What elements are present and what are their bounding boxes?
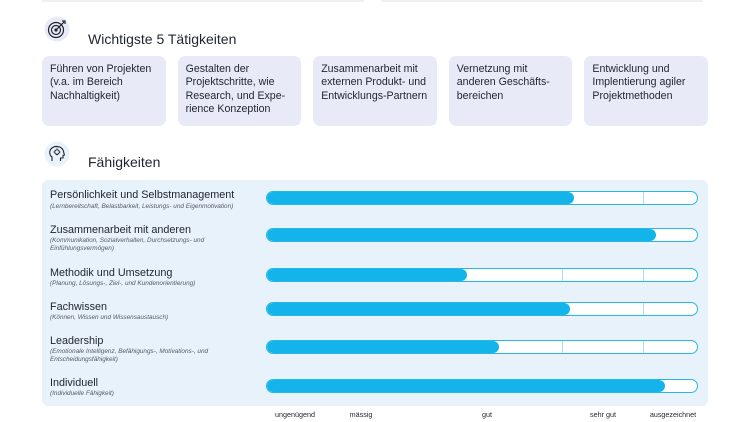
skill-name: Leadership	[50, 335, 104, 347]
skill-rating-fill	[267, 303, 571, 315]
skill-rating-bar	[266, 302, 698, 316]
scale-tick	[561, 341, 563, 353]
skill-rating-fill	[267, 192, 575, 204]
skill-rating-fill	[267, 380, 665, 392]
scale-tick	[643, 341, 645, 353]
skill-name: Fachwissen	[50, 301, 108, 313]
skill-name: Zusammenarbeit mit anderen	[50, 224, 192, 236]
scale-tick	[643, 269, 645, 281]
skill-rating-fill	[267, 341, 500, 353]
skill-rating-bar	[266, 191, 698, 205]
task-list: Führen von Projekten (v.a. im Bereich Na…	[42, 56, 708, 126]
divider-right	[381, 0, 703, 2]
skills-title: Fähigkeiten	[88, 154, 161, 170]
skill-description: (Planung, Lösungs-, Ziel-, und Kundenori…	[50, 280, 196, 287]
scale-label: mässig	[349, 410, 373, 419]
skill-description: (Emotionale Intelligenz, Befähigungs-, M…	[50, 348, 209, 364]
skill-description: (Kommunikation, Sozialverhalten, Durchse…	[50, 237, 205, 253]
skill-rating-bar	[266, 340, 698, 354]
skill-description: (Lernbereitschaft, Belastbarkeit, Leistu…	[50, 203, 234, 210]
target-icon	[44, 16, 70, 42]
skill-rating-bar	[266, 268, 698, 282]
scale-tick	[643, 192, 645, 204]
task-card: Gestalten der Projektschritte, wie Resea…	[177, 56, 302, 126]
task-card: Führen von Projekten (v.a. im Bereich Na…	[42, 56, 166, 126]
task-card: Vernetzung mit anderen Geschäfts-bereich…	[448, 56, 573, 126]
tasks-title: Wichtigste 5 Tätigkeiten	[88, 31, 237, 47]
skill-name: Individuell	[50, 377, 99, 389]
skill-rating-fill	[267, 229, 657, 241]
skill-name: Methodik und Umsetzung	[50, 267, 173, 279]
divider-left	[42, 0, 364, 2]
scale-label: gut	[482, 410, 492, 419]
scale-tick	[561, 269, 563, 281]
skill-rating-fill	[267, 269, 467, 281]
scale-label: ungenügend	[275, 410, 315, 419]
skill-rating-bar	[266, 228, 698, 242]
skill-rating-bar	[266, 379, 698, 393]
task-card: Zusammenarbeit mit externen Produkt- und…	[313, 56, 437, 126]
skill-name: Persönlichkeit und Selbstmanagement	[50, 189, 235, 201]
skill-description: (Können, Wissen und Wissensaustausch)	[50, 314, 169, 321]
scale-label: sehr gut	[590, 410, 616, 419]
skill-description: (Individuelle Fähigkeit)	[50, 390, 114, 397]
scale-tick	[643, 303, 645, 315]
task-card: Entwicklung und Implentierung agiler Pro…	[584, 56, 708, 126]
scale-label: ausgezeichnet	[649, 410, 697, 419]
head-lightbulb-icon	[44, 141, 70, 167]
skills-panel: Persönlichkeit und Selbstmanagement (Ler…	[42, 180, 708, 406]
